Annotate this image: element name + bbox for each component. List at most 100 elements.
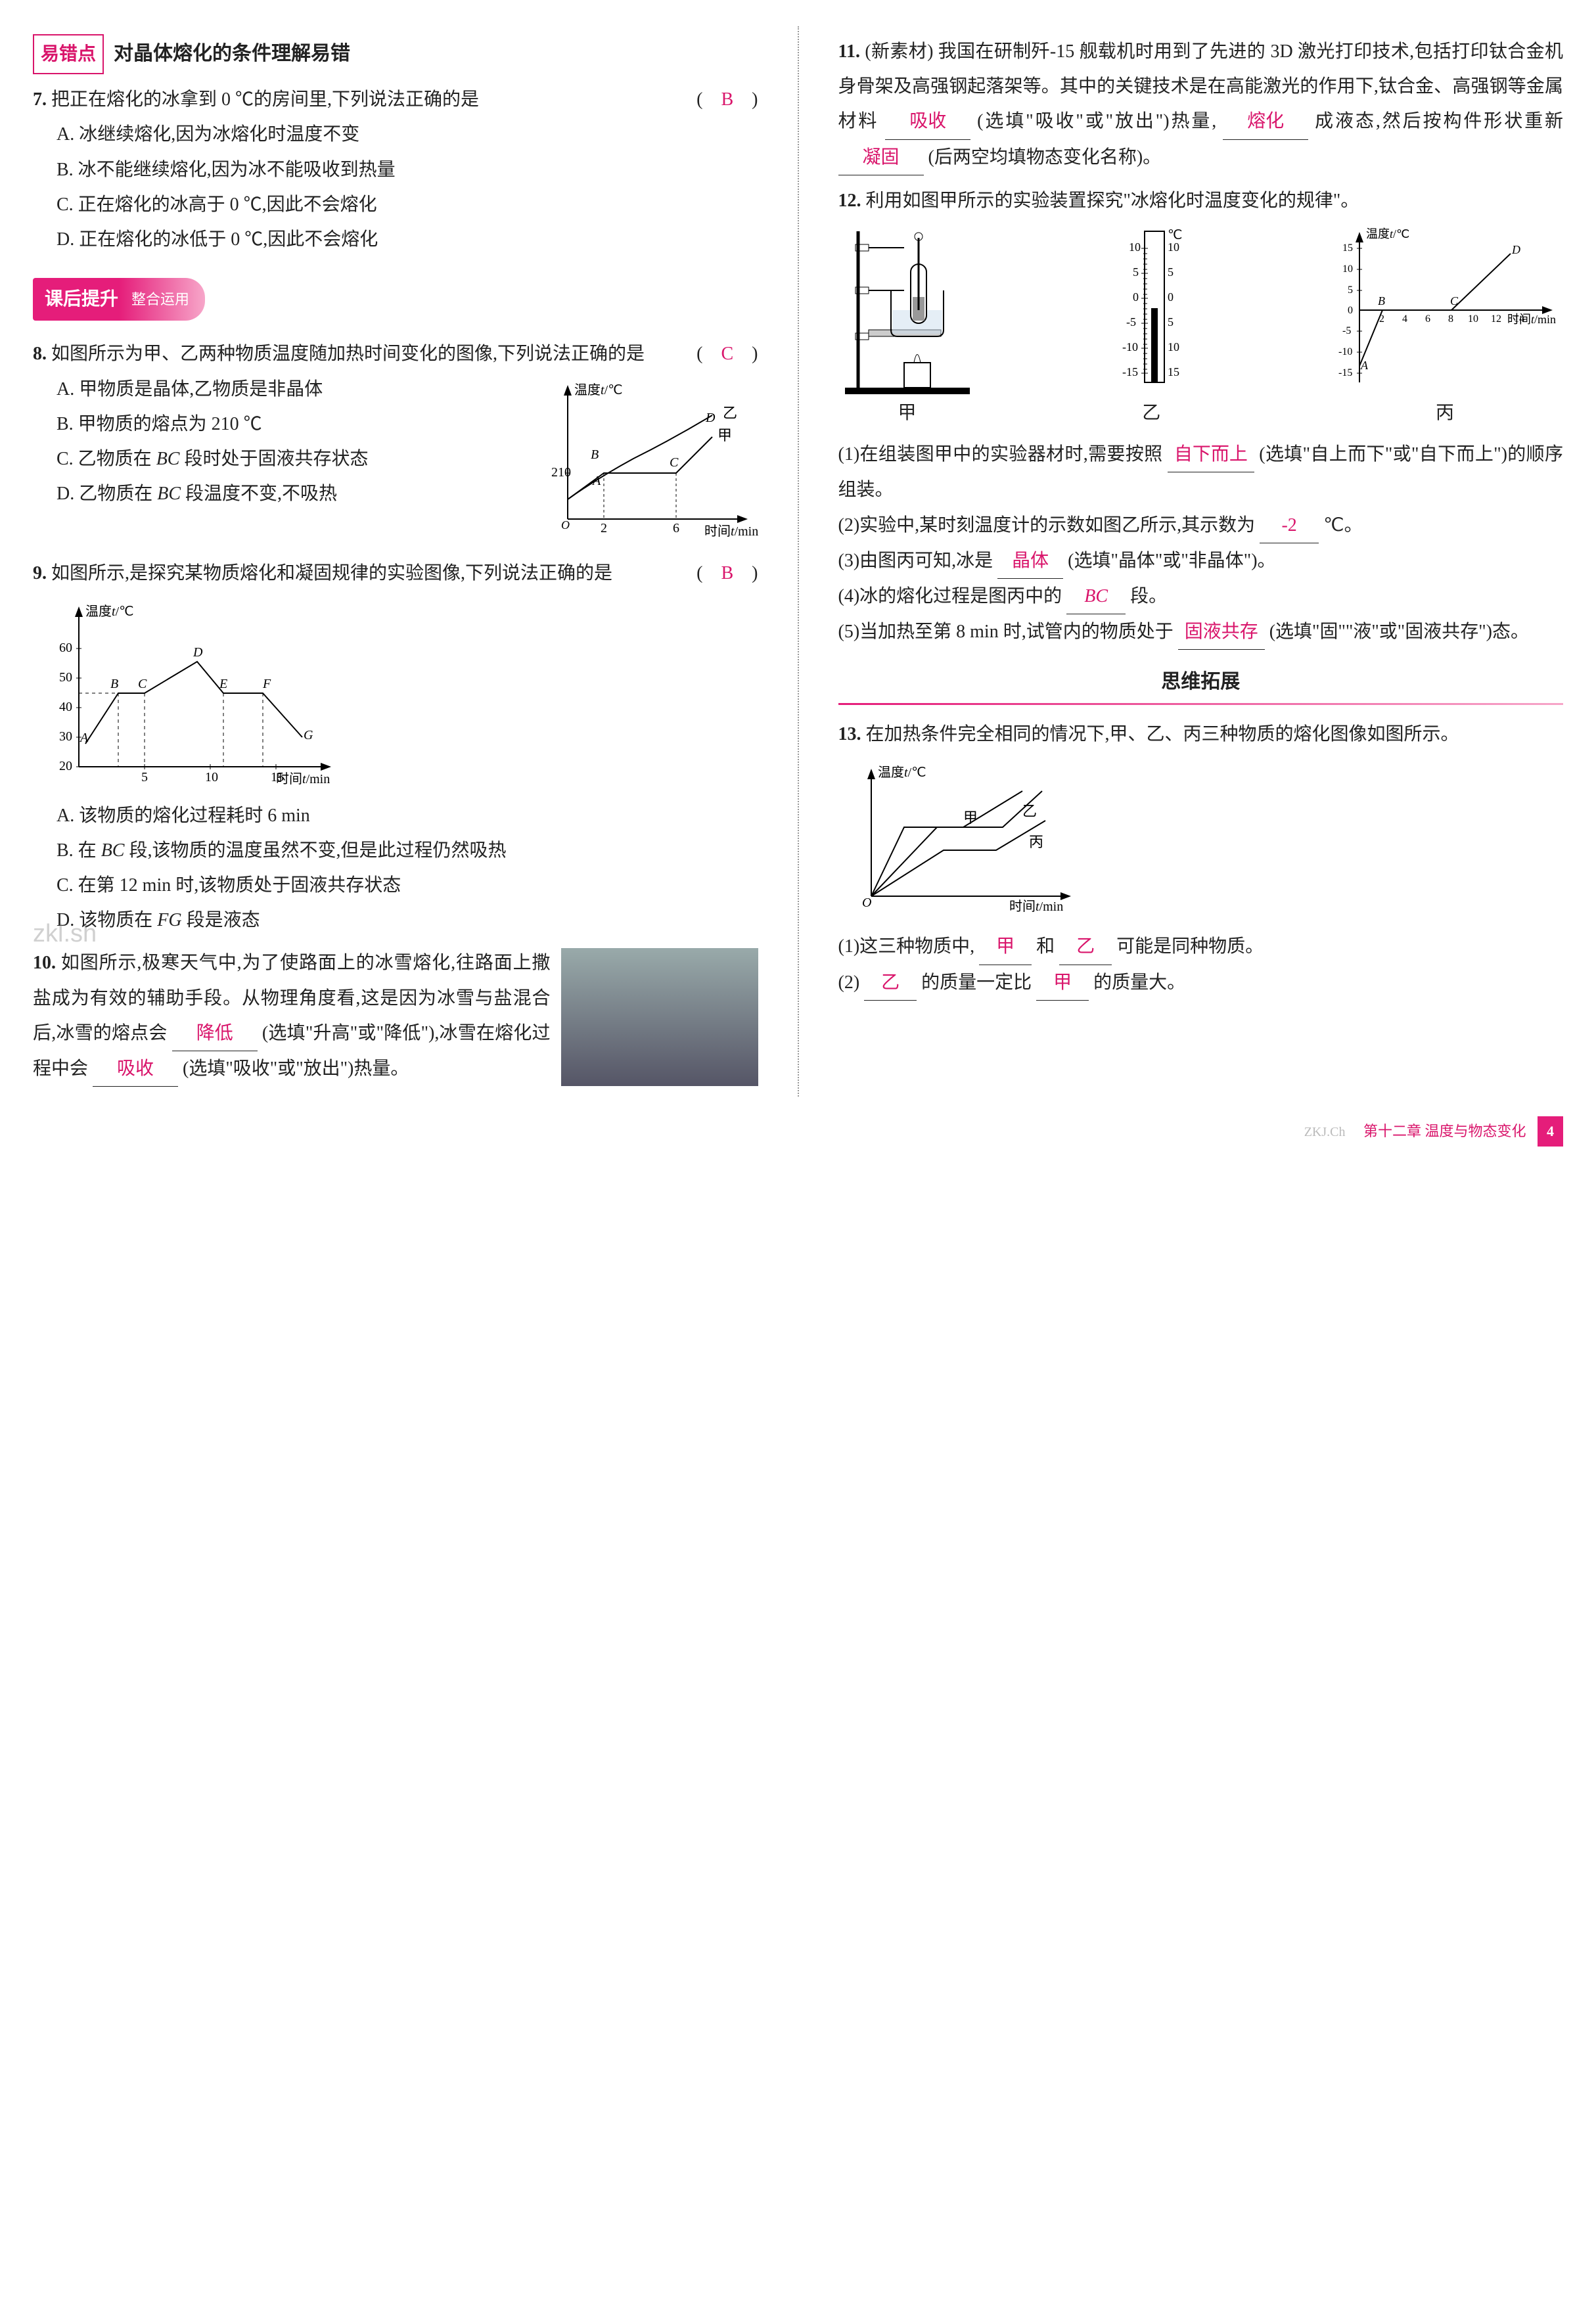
svg-text:D: D xyxy=(705,411,716,425)
q12-stem: 利用如图甲所示的实验装置探究"冰熔化时温度变化的规律"。 xyxy=(866,191,1359,211)
page-footer: ZKJ.Ch 第十二章 温度与物态变化 4 xyxy=(33,1116,1563,1147)
question-10: 10. 如图所示,极寒天气中,为了使路面上的冰雪熔化,往路面上撒盐成为有效的辅助… xyxy=(33,945,758,1089)
q11-num: 11. xyxy=(838,41,860,62)
svg-text:10: 10 xyxy=(205,770,218,784)
q13-p1: (1)这三种物质中, 甲 和 乙 可能是同种物质。 xyxy=(838,929,1564,965)
q10-choices2: (选填"吸收"或"放出")热量。 xyxy=(183,1058,409,1079)
svg-text:10: 10 xyxy=(1168,240,1179,254)
q11-stem2: 成液态,然后按构件形状重新 xyxy=(1315,111,1563,131)
mistake-heading: 易错点 对晶体熔化的条件理解易错 xyxy=(33,34,758,74)
banner-label: 课后提升 xyxy=(45,282,118,317)
svg-text:O: O xyxy=(561,518,570,532)
question-7: 7. 把正在熔化的冰拿到 0 ℃的房间里,下列说法正确的是 ( B ) A. 冰… xyxy=(33,82,758,257)
footer-chapter: 第十二章 温度与物态变化 xyxy=(1363,1123,1526,1139)
svg-text:时间t/min: 时间t/min xyxy=(704,524,758,539)
q12-p2-ans: -2 xyxy=(1281,515,1296,535)
svg-text:甲: 甲 xyxy=(718,427,732,443)
q13-p2-ans1: 乙 xyxy=(881,972,900,993)
svg-text:0: 0 xyxy=(1348,305,1353,316)
q13-p1-ans2: 乙 xyxy=(1076,936,1095,957)
q12-figures: 甲 ℃ 10 5 0 -5 -10 -15 xyxy=(838,225,1564,430)
svg-text:-15: -15 xyxy=(1122,365,1138,378)
q12-fig-bing: 温度t/℃ 时间t/min 15 10 5 0 -5 -10 -15 24 xyxy=(1327,225,1563,430)
svg-text:4: 4 xyxy=(1402,313,1407,325)
svg-text:-5: -5 xyxy=(1126,315,1136,329)
svg-text:D: D xyxy=(193,645,203,660)
watermark-2: ZKJ.Ch xyxy=(1304,1125,1346,1139)
q12-p1: (1)在组装图甲中的实验器材时,需要按照 自下而上 (选填"自上而下"或"自下而… xyxy=(838,437,1564,507)
svg-text:G: G xyxy=(304,728,313,742)
q10-num: 10. xyxy=(33,953,56,973)
q13-chart: 温度t/℃ 时间t/min O 甲 乙 丙 xyxy=(838,758,1564,922)
q12-num: 12. xyxy=(838,191,861,211)
q12-fig-jia: 甲 xyxy=(838,225,976,430)
q11-tag: (新素材) xyxy=(865,41,933,62)
q9-num: 9. xyxy=(33,563,47,583)
mistake-title: 对晶体熔化的条件理解易错 xyxy=(114,43,350,64)
q7-opt-d: D. 正在熔化的冰低于 0 ℃,因此不会熔化 xyxy=(57,222,758,257)
q11-choices1: (选填"吸收"或"放出")热量, xyxy=(977,111,1216,131)
svg-text:时间t/min: 时间t/min xyxy=(1009,899,1063,914)
question-11: 11. (新素材) 我国在研制歼-15 舰载机时用到了先进的 3D 激光打印技术… xyxy=(838,34,1564,175)
svg-text:14: 14 xyxy=(1514,313,1524,325)
svg-text:12: 12 xyxy=(1491,313,1501,325)
svg-text:O: O xyxy=(862,896,871,910)
svg-text:10: 10 xyxy=(1129,240,1141,254)
q8-chart: 210 2 6 时间t/min 温度t/℃ A B C D xyxy=(535,375,758,545)
mistake-badge: 易错点 xyxy=(33,34,104,74)
svg-text:2: 2 xyxy=(601,521,607,535)
q12-p5-ans: 固液共存 xyxy=(1185,622,1258,642)
svg-text:温度t/℃: 温度t/℃ xyxy=(574,382,623,398)
q13-p1-ans1: 甲 xyxy=(996,936,1015,957)
svg-text:-10: -10 xyxy=(1122,340,1138,353)
q12-fig-yi: ℃ 10 5 0 -5 -10 -15 10 5 0 xyxy=(1105,225,1197,430)
svg-text:B: B xyxy=(591,447,599,462)
svg-text:丙: 丙 xyxy=(1029,834,1043,850)
q12-p5: (5)当加热至第 8 min 时,试管内的物质处于 固液共存 (选填"固""液"… xyxy=(838,614,1564,650)
svg-text:C: C xyxy=(138,677,147,691)
svg-text:8: 8 xyxy=(1448,313,1453,325)
q11-ans2: 熔化 xyxy=(1247,111,1284,131)
svg-text:50: 50 xyxy=(59,670,72,685)
q8-stem: 如图所示为甲、乙两种物质温度随加热时间变化的图像,下列说法正确的是 xyxy=(51,344,645,364)
svg-text:-15: -15 xyxy=(1338,367,1352,378)
q13-stem: 在加热条件完全相同的情况下,甲、乙、丙三种物质的熔化图像如图所示。 xyxy=(866,724,1459,744)
svg-text:D: D xyxy=(1511,243,1520,256)
topic-ext-title: 思维拓展 xyxy=(838,663,1564,700)
svg-text:10: 10 xyxy=(1168,340,1179,353)
q9-opt-c: C. 在第 12 min 时,该物质处于固液共存状态 xyxy=(57,868,758,903)
q8-answer: C xyxy=(721,344,733,364)
svg-text:-10: -10 xyxy=(1338,346,1352,357)
question-9: 9. 如图所示,是探究某物质熔化和凝固规律的实验图像,下列说法正确的是 ( B … xyxy=(33,556,758,938)
q12-p3-ans: 晶体 xyxy=(1012,551,1049,571)
q9-answer-slot: ( B ) xyxy=(696,556,758,591)
q10-image xyxy=(561,948,758,1086)
question-12: 12. 利用如图甲所示的实验装置探究"冰熔化时温度变化的规律"。 xyxy=(838,183,1564,650)
q9-stem: 如图所示,是探究某物质熔化和凝固规律的实验图像,下列说法正确的是 xyxy=(51,563,612,583)
q9-chart: 温度t/℃ 时间t/min 20 30 40 50 60 5 10 15 xyxy=(33,596,758,793)
q7-opt-c: C. 正在熔化的冰高于 0 ℃,因此不会熔化 xyxy=(57,187,758,222)
q9-opt-b: B. 在 BC 段,该物质的温度虽然不变,但是此过程仍然吸热 xyxy=(57,833,758,868)
q13-num: 13. xyxy=(838,724,861,744)
topic-ext-underline xyxy=(838,703,1564,705)
svg-text:5: 5 xyxy=(1168,265,1174,279)
question-8: 8. 如图所示为甲、乙两种物质温度随加热时间变化的图像,下列说法正确的是 ( C… xyxy=(33,336,758,547)
svg-text:0: 0 xyxy=(1133,290,1139,304)
svg-text:6: 6 xyxy=(673,521,679,535)
q7-stem: 把正在熔化的冰拿到 0 ℃的房间里,下列说法正确的是 xyxy=(51,89,479,110)
q13-p2: (2) 乙 的质量一定比 甲 的质量大。 xyxy=(838,965,1564,1001)
svg-text:15: 15 xyxy=(1342,242,1353,254)
q8-answer-slot: ( C ) xyxy=(696,336,758,371)
svg-text:20: 20 xyxy=(59,759,72,773)
svg-text:B: B xyxy=(110,677,118,691)
q12-p2: (2)实验中,某时刻温度计的示数如图乙所示,其示数为 -2 ℃。 xyxy=(838,508,1564,543)
q11-ans1: 吸收 xyxy=(909,111,946,131)
svg-text:40: 40 xyxy=(59,700,72,714)
svg-text:温度t/℃: 温度t/℃ xyxy=(878,765,926,780)
q12-label-bing: 丙 xyxy=(1327,396,1563,430)
svg-text:210: 210 xyxy=(551,465,571,480)
q7-opt-b: B. 冰不能继续熔化,因为冰不能吸收到热量 xyxy=(57,152,758,187)
q12-label-jia: 甲 xyxy=(838,396,976,430)
q8-num: 8. xyxy=(33,344,47,364)
svg-text:A: A xyxy=(591,474,601,488)
